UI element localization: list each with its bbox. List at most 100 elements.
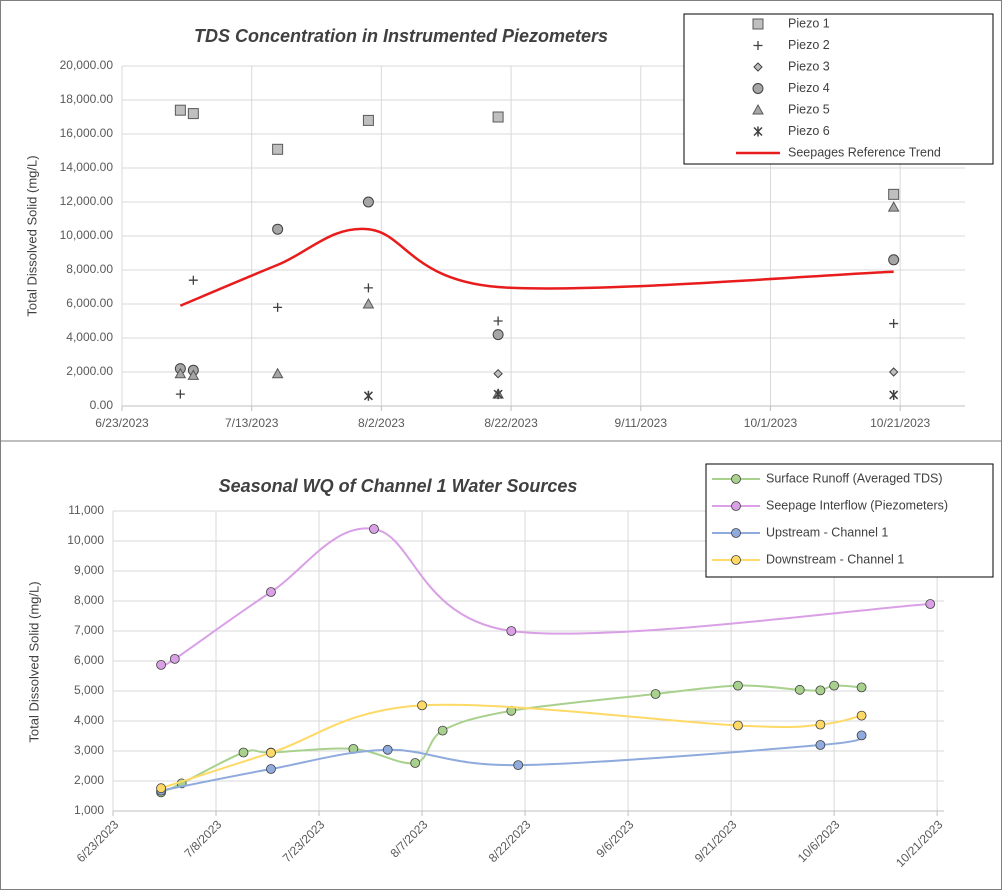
point [156, 783, 166, 794]
marker-triangle [887, 201, 900, 212]
legend-marker [731, 555, 741, 565]
y-tick-label: 4,000.00 [66, 330, 113, 344]
point [815, 685, 826, 696]
marker-triangle [752, 103, 764, 115]
chart-title: TDS Concentration in Instrumented Piezom… [194, 26, 608, 46]
legend-text: Piezo 1 [788, 16, 830, 30]
marker-triangle [187, 369, 200, 380]
y-axis-title: Total Dissolved Solid (mg/L) [26, 581, 41, 742]
point [733, 680, 743, 691]
x-tick-label: 10/1/2023 [744, 416, 798, 430]
legend-marker [731, 501, 741, 511]
point [266, 587, 276, 597]
x-tick-label: 6/23/2023 [95, 416, 149, 430]
marker-star [889, 389, 899, 400]
marker-square [888, 188, 900, 200]
marker-square [272, 143, 284, 155]
marker-circle [888, 254, 900, 266]
marker-plus [363, 283, 373, 293]
y-tick-label: 6,000.00 [66, 296, 113, 310]
marker-plus [889, 319, 899, 329]
legend-text: Upstream - Channel 1 [766, 525, 888, 539]
y-tick-label: 2,000 [74, 773, 104, 787]
legend-text: Piezo 2 [788, 38, 830, 52]
point [815, 719, 826, 730]
marker-square [492, 111, 504, 123]
legend-marker [731, 528, 741, 538]
y-tick-label: 8,000 [74, 593, 104, 607]
legend-box [683, 13, 994, 165]
point [829, 680, 840, 691]
marker-square [174, 104, 186, 116]
y-tick-label: 1,000 [74, 803, 104, 817]
y-tick-label: 7,000 [74, 623, 104, 637]
marker-star [363, 390, 373, 401]
marker-plus [188, 275, 198, 285]
legend-marker [731, 474, 741, 484]
legend-text: Piezo 6 [788, 124, 830, 138]
point [437, 725, 448, 736]
marker-star [753, 126, 763, 137]
point [856, 730, 867, 741]
point [506, 626, 517, 636]
x-tick-label: 8/2/2023 [358, 416, 405, 430]
y-tick-label: 20,000.00 [60, 58, 114, 72]
point [382, 744, 393, 755]
x-tick-label: 9/11/2023 [615, 416, 668, 430]
point [266, 764, 276, 774]
legend-text: Surface Runoff (Averaged TDS) [766, 471, 942, 485]
y-tick-label: 8,000.00 [66, 262, 113, 276]
y-tick-label: 11,000 [68, 503, 104, 517]
marker-triangle [174, 367, 187, 379]
y-tick-label: 0.00 [90, 398, 114, 412]
marker-plus [493, 316, 503, 326]
marker-plus [175, 389, 185, 399]
y-axis-title: Total Dissolved Solid (mg/L) [24, 155, 39, 316]
marker-star [493, 389, 503, 400]
legend-text: Seepages Reference Trend [788, 145, 941, 159]
marker-square [187, 108, 199, 120]
marker-circle [752, 83, 764, 94]
y-tick-label: 5,000 [74, 683, 104, 697]
marker-plus [753, 41, 763, 50]
marker-circle [492, 329, 504, 341]
legend-text: Seepage Interflow (Piezometers) [766, 498, 948, 512]
marker-plus [273, 302, 283, 312]
y-tick-label: 12,000.00 [60, 194, 114, 208]
marker-circle [362, 196, 374, 208]
x-tick-label: 8/22/2023 [484, 416, 538, 430]
marker-square [752, 18, 764, 30]
marker-triangle [362, 297, 375, 309]
y-tick-label: 6,000 [74, 653, 104, 667]
point [417, 700, 427, 711]
marker-diamond [753, 62, 763, 72]
point [856, 710, 867, 721]
legend-box [705, 463, 994, 578]
point [238, 747, 249, 758]
point [169, 654, 180, 664]
x-tick-label: 7/13/2023 [225, 416, 279, 430]
legend-text: Piezo 5 [788, 102, 830, 116]
point [794, 684, 805, 695]
y-tick-label: 4,000 [74, 713, 104, 727]
point [925, 599, 936, 609]
legend-text: Piezo 4 [788, 81, 830, 95]
legend-text: Piezo 3 [788, 59, 830, 73]
marker-square [362, 114, 374, 126]
chart-title: Seasonal WQ of Channel 1 Water Sources [219, 476, 578, 496]
x-tick-label: 10/21/2023 [870, 416, 930, 430]
y-tick-label: 9,000 [74, 563, 104, 577]
legend-text: Downstream - Channel 1 [766, 552, 904, 566]
series-line [179, 227, 894, 307]
point [733, 720, 743, 731]
point [650, 689, 661, 699]
point [513, 760, 524, 770]
point [156, 660, 166, 670]
y-tick-label: 2,000.00 [66, 364, 113, 378]
y-tick-label: 16,000.00 [60, 126, 114, 140]
y-tick-label: 10,000.00 [60, 228, 114, 242]
point [266, 747, 276, 758]
marker-diamond [888, 367, 899, 377]
marker-diamond [493, 368, 503, 379]
point [815, 740, 826, 750]
